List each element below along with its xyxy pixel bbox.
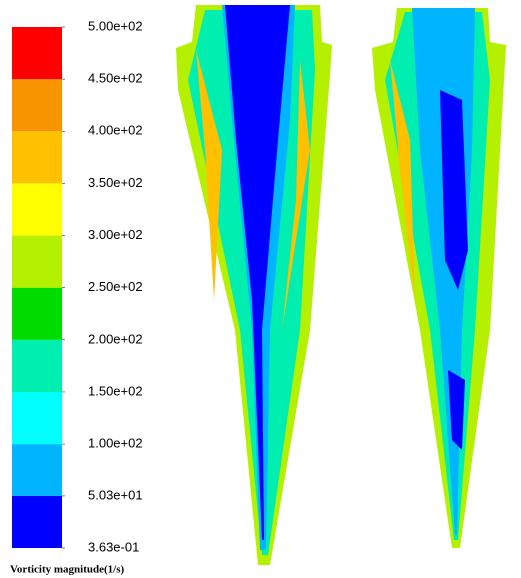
colorbar-band	[12, 235, 62, 288]
colorbar: 3.63e-01 5.03e+01 1.00e+02 1.50e+02 2.00e+02…	[12, 18, 143, 554]
tick-label: 5.00e+02	[88, 18, 143, 33]
colorbar-label: Vorticity magnitude(1/s)	[10, 564, 125, 576]
tick-label: 4.00e+02	[88, 123, 143, 138]
colorbar-band	[12, 183, 62, 236]
cone-core	[225, 5, 290, 540]
cone-core	[448, 370, 465, 450]
colorbar-band	[12, 391, 62, 445]
tick-label: 1.00e+02	[88, 436, 143, 451]
colorbar-band	[12, 444, 62, 496]
tick-label: 2.00e+02	[88, 331, 143, 346]
cone-band	[196, 50, 222, 300]
tick-label: 2.50e+02	[88, 279, 143, 294]
colorbar-band	[12, 79, 62, 132]
contour-field	[176, 5, 506, 565]
tick-label: 3.50e+02	[88, 175, 143, 190]
tick-label: 4.50e+02	[88, 71, 143, 86]
colorbar-band	[12, 339, 62, 392]
tick-label: 3.63e-01	[88, 539, 139, 554]
tick-label: 5.03e+01	[88, 487, 143, 502]
colorbar-band	[12, 131, 62, 184]
colorbar-band	[12, 495, 62, 548]
tick-label: 1.50e+02	[88, 383, 143, 398]
cone-band	[390, 60, 415, 300]
cone-band	[282, 60, 310, 330]
cone-core	[440, 90, 468, 290]
colorbar-band	[12, 287, 62, 340]
tick-label: 3.00e+02	[88, 227, 143, 242]
colorbar-band	[12, 27, 62, 80]
